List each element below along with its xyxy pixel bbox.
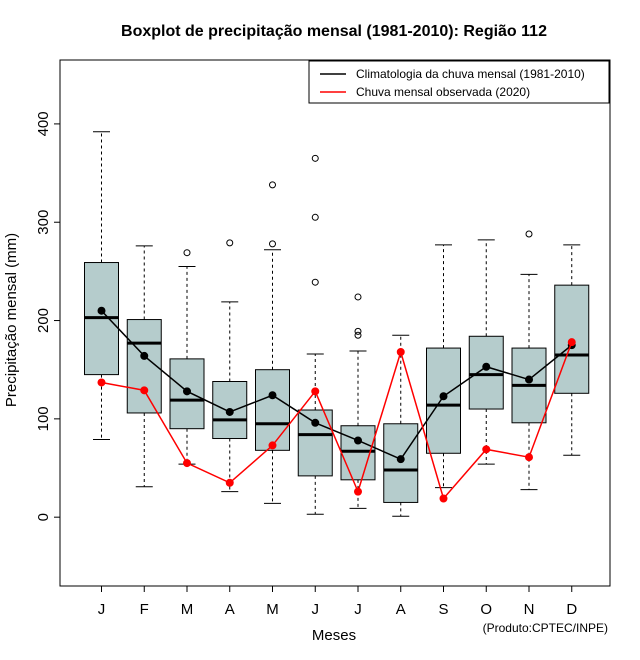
series-point	[311, 418, 320, 427]
x-axis-label: Meses	[312, 627, 356, 644]
series-point	[567, 338, 576, 347]
box-6	[297, 154, 333, 515]
series-point	[525, 375, 533, 384]
outlier-point	[269, 240, 276, 248]
outlier-point	[226, 239, 234, 247]
series-line	[101, 341, 573, 501]
outlier-point	[354, 331, 362, 339]
box-4	[212, 239, 248, 493]
chart-title: Boxplot de precipitação mensal (1981-201…	[121, 23, 547, 40]
legend-box	[308, 60, 610, 104]
legend-label-climatology: Climatologia da chuva mensal (1981-2010)	[356, 67, 585, 81]
y-axis: 0 100 200 300 400	[35, 111, 60, 521]
outlier-point	[525, 230, 533, 238]
series-point	[439, 392, 448, 401]
x-tick-label: F	[140, 601, 149, 618]
series-point	[225, 478, 234, 487]
y-tick-label: 100	[35, 406, 52, 431]
legend-label-observed: Chuva mensal observada (2020)	[356, 85, 530, 99]
outlier-point	[354, 293, 362, 301]
x-tick-label: S	[438, 601, 448, 618]
series-point	[354, 487, 362, 496]
box-iqr	[468, 335, 504, 410]
series-observed	[97, 338, 576, 503]
series-line	[100, 310, 573, 461]
plot-frame	[59, 59, 611, 587]
outlier-point	[269, 181, 276, 189]
box-11	[511, 230, 547, 491]
y-tick-label: 400	[35, 111, 52, 136]
x-tick-label: D	[566, 601, 577, 618]
outlier-point	[311, 213, 319, 221]
box-10	[468, 239, 504, 465]
box-iqr	[426, 347, 461, 454]
series-point	[97, 306, 106, 315]
outlier-point	[183, 249, 191, 257]
credit-text: (Produto:CPTEC/INPE)	[483, 621, 608, 635]
series-point	[97, 378, 106, 387]
outlier-point	[311, 278, 319, 286]
legend: Climatologia da chuva mensal (1981-2010)…	[308, 60, 610, 104]
y-tick-label: 300	[35, 210, 52, 235]
y-axis-label: Precipitação mensal (mm)	[3, 233, 20, 407]
series-point	[225, 407, 234, 416]
x-tick-label: M	[181, 601, 194, 618]
series-point	[183, 387, 191, 396]
box-iqr	[554, 284, 590, 394]
box-5	[255, 181, 290, 504]
boxes-layer	[84, 131, 590, 517]
box-3	[169, 249, 205, 465]
outlier-point	[311, 154, 319, 162]
series-climatology	[97, 306, 576, 464]
series-point	[140, 351, 149, 360]
x-tick-label: J	[98, 601, 106, 618]
box-iqr	[255, 369, 290, 451]
x-tick-label: J	[354, 601, 362, 618]
x-tick-label: A	[225, 601, 235, 618]
series-point	[525, 453, 533, 462]
x-tick-label: N	[524, 601, 535, 618]
box-7	[340, 293, 376, 509]
series-point	[354, 436, 362, 445]
series-point	[268, 391, 277, 400]
series-layer	[97, 306, 576, 503]
series-point	[482, 445, 491, 454]
x-tick-label: J	[312, 601, 320, 618]
series-point	[396, 455, 405, 464]
box-8	[383, 334, 419, 517]
y-tick-label: 200	[35, 308, 52, 333]
box-1	[84, 131, 119, 441]
series-point	[482, 362, 491, 371]
series-point	[439, 494, 448, 503]
x-tick-label: A	[396, 601, 406, 618]
series-point	[140, 386, 149, 395]
x-tick-label: O	[480, 601, 492, 618]
box-9	[426, 244, 461, 489]
series-point	[183, 459, 191, 468]
series-point	[311, 387, 320, 396]
x-tick-label: M	[266, 601, 279, 618]
y-tick-label: 0	[35, 513, 52, 521]
series-point	[268, 441, 277, 450]
series-point	[396, 348, 405, 357]
outlier-point	[354, 327, 362, 335]
box-12	[554, 244, 590, 456]
